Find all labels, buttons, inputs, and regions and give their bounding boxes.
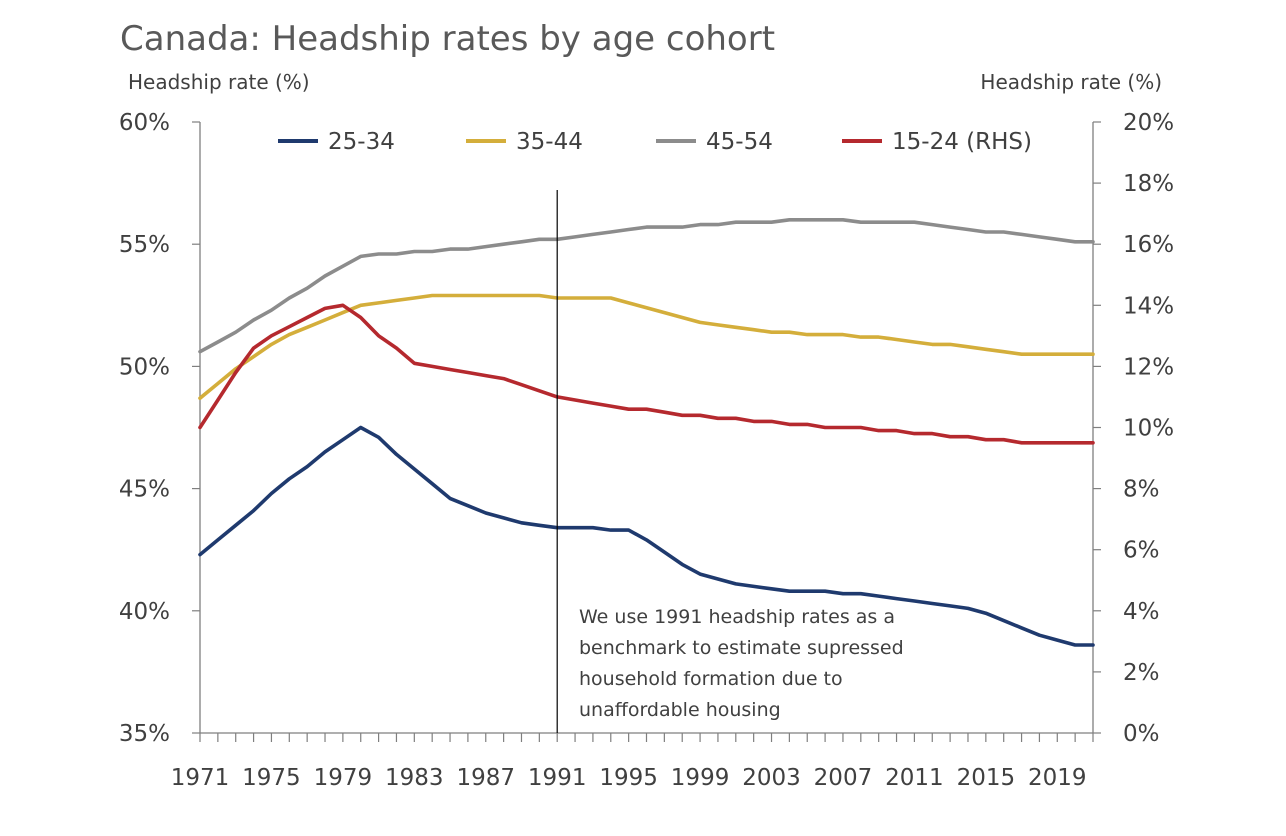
y-tick-label-right: 12% [1123,354,1174,380]
x-tick-label: 1971 [171,765,230,791]
x-tick-label: 2015 [957,765,1016,791]
legend: 25-34 35-44 45-54 15-24 (RHS) [278,129,1032,155]
x-tick-label: 1987 [456,765,515,791]
y-tick-label-left: 45% [119,477,170,503]
x-tick-label: 1995 [599,765,658,791]
y-tick-label-left: 35% [119,721,170,747]
x-axis: 1971 1975 1979 1983 1987 1991 1995 1999 2003 2007… [171,733,1094,791]
annotation-text-line: benchmark to estimate supressed [579,637,904,659]
legend-label: 35-44 [516,129,583,155]
x-tick-label: 1975 [242,765,301,791]
y-tick-label-right: 18% [1123,171,1174,197]
series-line [198,425,1095,647]
x-tick-label: 2003 [742,765,801,791]
x-tick-label: 1979 [314,765,373,791]
legend-label: 45-54 [706,129,773,155]
y-axis-title-right: Headship rate (%) [980,70,1162,94]
y-tick-label-left: 50% [119,354,170,380]
series-line [198,293,1095,401]
y-tick-label-left: 40% [119,599,170,625]
y-axis-right: 0% 2% 4% 6% 8% 10% 12% 14% 16% 18% 20% [1093,110,1174,747]
y-tick-label-right: 6% [1123,538,1160,564]
y-tick-label-right: 0% [1123,721,1160,747]
y-tick-label-left: 60% [119,110,170,136]
x-tick-label: 1983 [385,765,444,791]
y-tick-label-right: 10% [1123,416,1174,442]
y-tick-label-right: 20% [1123,110,1174,136]
y-tick-label-right: 2% [1123,660,1160,686]
annotation-text-line: We use 1991 headship rates as a [579,606,895,628]
chart-title: Canada: Headship rates by age cohort [120,19,775,59]
x-tick-label: 1999 [671,765,730,791]
y-tick-label-right: 8% [1123,477,1160,503]
y-tick-label-right: 14% [1123,293,1174,319]
y-tick-label-left: 55% [119,232,170,258]
annotation-text-line: unaffordable housing [579,699,781,721]
y-tick-label-right: 16% [1123,232,1174,258]
legend-label: 15-24 (RHS) [892,129,1032,155]
y-axis-left: 35% 40% 45% 50% 55% 60% [119,110,200,747]
y-axis-title-left: Headship rate (%) [128,70,310,94]
x-tick-label: 2019 [1028,765,1087,791]
series-lines [198,218,1095,647]
annotation-text-line: household formation due to [579,668,843,690]
legend-label: 25-34 [328,129,395,155]
series-line [198,303,1095,445]
x-tick-label: 2007 [814,765,873,791]
benchmark-marker: We use 1991 headship rates as a benchmark… [556,190,904,733]
x-tick-label: 1991 [528,765,587,791]
y-tick-label-right: 4% [1123,599,1160,625]
x-tick-label: 2011 [885,765,944,791]
series-line [198,218,1095,354]
